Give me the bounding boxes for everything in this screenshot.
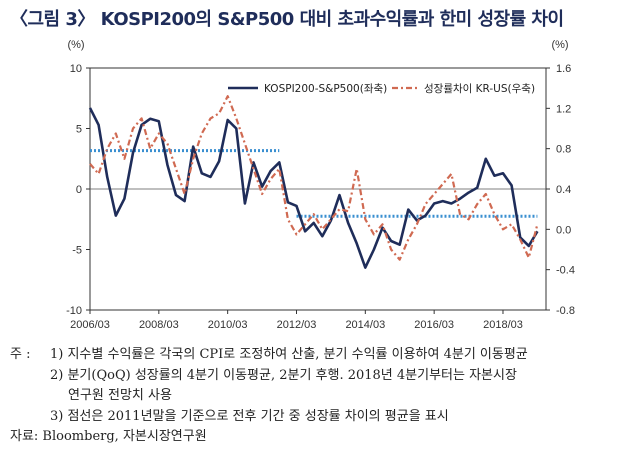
right-tick-label: 1.6 [556, 63, 571, 75]
x-tick-label: 2008/03 [139, 319, 179, 331]
right-tick-label: -0.8 [556, 305, 575, 317]
x-tick-label: 2012/03 [277, 319, 317, 331]
note-row-3: 3) 점선은 2011년말을 기준으로 전후 기간 중 성장률 차이의 평균을 … [50, 408, 449, 424]
left-tick-label: 10 [70, 63, 82, 75]
kospi-excess-return-line [88, 107, 539, 269]
chart-axes: 10 5 0 -5 -10 (%) 1.6 1.2 0.8 0.4 0.0 -0.4 -0.8 (%) 20… [66, 39, 575, 331]
figure-notes: 주 : 1) 지수별 수익률은 각국의 CPI로 조정하여 산출, 분기 수익률 … [10, 345, 625, 448]
left-tick-label: 5 [76, 124, 82, 136]
left-tick-label: -10 [66, 305, 82, 317]
right-tick-label: 0.0 [556, 224, 571, 236]
reference-lines [90, 149, 538, 218]
right-tick-label: -0.4 [556, 265, 575, 277]
legend-label-kospi: KOSPI200-S&P500(좌축) [264, 83, 387, 95]
x-tick-label: 2010/03 [208, 319, 248, 331]
x-tick-label: 2018/03 [483, 319, 523, 331]
note-row-1: 주 : 1) 지수별 수익률은 각국의 CPI로 조정하여 산출, 분기 수익률 … [10, 345, 625, 366]
growth-diff-line [89, 95, 539, 261]
chart: 10 5 0 -5 -10 (%) 1.6 1.2 0.8 0.4 0.0 -0.4 -0.8 (%) 20… [66, 39, 575, 331]
x-tick-label: 2016/03 [414, 319, 454, 331]
left-axis-unit: (%) [67, 39, 84, 51]
chart-legend: KOSPI200-S&P500(좌축) 성장률차이 KR-US(우축) [228, 83, 535, 95]
right-tick-label: 1.2 [556, 103, 571, 115]
x-tick-label: 2006/03 [70, 319, 110, 331]
right-axis-unit: (%) [551, 39, 568, 51]
source-note: 자료: Bloomberg, 자본시장연구원 [10, 429, 207, 444]
note-colon: : [26, 347, 31, 362]
right-tick-label: 0.4 [556, 184, 571, 196]
note-1: 1) 지수별 수익률은 각국의 CPI로 조정하여 산출, 분기 수익률 이용하… [50, 347, 528, 362]
chart-series [88, 95, 539, 269]
figure-title: 〈그림 3〉 KOSPI200의 S&P500 대비 초과수익률과 한미 성장률… [10, 9, 564, 30]
legend-label-growth: 성장률차이 KR-US(우축) [424, 83, 535, 95]
right-tick-label: 0.8 [556, 144, 571, 156]
left-tick-label: 0 [76, 184, 82, 196]
note-lead: 주 [10, 347, 22, 362]
note-row-2b: 연구원 전망치 사용 [68, 388, 172, 403]
note-row-2: 2) 분기(QoQ) 성장률의 4분기 이동평균, 2분기 후행. 2018년 … [50, 367, 517, 383]
x-tick-label: 2014/03 [345, 319, 385, 331]
left-tick-label: -5 [72, 245, 82, 257]
